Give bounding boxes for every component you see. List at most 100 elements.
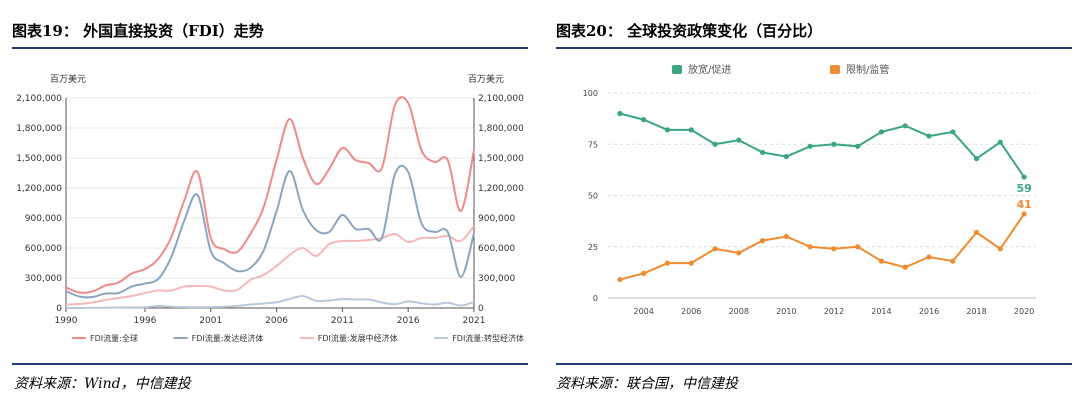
data-point [855,244,861,250]
y-tick-label-left: 1,800,000 [16,124,62,134]
x-tick-label: 2014 [871,307,891,316]
series-line-FDI流量:转型经济体 [66,294,475,309]
legend-label: FDI流量:全球 [90,333,138,343]
y-tick-label: 75 [588,140,598,149]
data-point [688,127,694,133]
policy-change-chart: 放宽/促进 限制/监管 0 25 50 75 100 2004 2006 2008 2010 2012… [583,63,1036,316]
left-panel: 图表19： 外国直接投资（FDI）走势 百万美元 百万美元 0 0 300,000 300… [12,22,528,392]
data-point [926,254,932,260]
data-point [783,233,789,240]
y-tick-label-right: 300,000 [478,274,515,284]
right-source-rule [556,363,1072,365]
y-tick-label: 0 [593,294,598,303]
left-chart-title: 图表19： 外国直接投资（FDI）走势 [12,22,264,40]
x-tick-label: 2016 [397,316,420,326]
data-label: 41 [1016,198,1031,211]
x-tick-label: 2012 [824,307,844,316]
left-y-unit-label: 百万美元 [50,73,86,85]
data-point [641,270,647,276]
data-point [712,141,718,147]
y-tick-label-left: 1,200,000 [16,184,62,194]
x-tick-label: 2008 [729,307,749,316]
x-tick-label: 2011 [331,316,354,326]
data-point [736,137,742,143]
y-tick-label-right: 1,200,000 [478,184,524,194]
x-tick-label: 2010 [776,307,796,316]
data-point [759,149,766,156]
y-tick-label-left: 1,500,000 [16,154,62,164]
data-point [664,127,671,133]
left-source-rule [12,363,528,365]
y-tick-label: 100 [583,89,598,98]
x-tick-label: 1996 [134,316,157,326]
x-tick-label: 2021 [463,316,486,326]
data-point [1021,174,1027,180]
data-point [902,264,908,270]
y-tick-label-right: 1,800,000 [478,124,524,134]
legend-swatch [830,65,840,74]
x-tick-label: 2001 [199,316,222,326]
legend-label: 放宽/促进 [688,63,731,76]
data-point [617,110,623,117]
right-title-rule [556,47,1072,49]
data-point [855,143,861,149]
right-chart-title: 图表20： 全球投资政策变化（百分比） [556,22,823,40]
y-tick-label-right: 900,000 [478,214,515,224]
data-point [807,244,813,250]
y-tick-label-right: 0 [478,304,484,314]
y-tick-label-left: 0 [56,304,62,314]
data-label: 59 [1016,182,1031,195]
right-source-note: 资料来源：联合国，中信建投 [556,376,738,392]
x-tick-label: 2018 [966,307,986,316]
data-point [950,129,956,135]
data-point [617,276,623,283]
data-point [641,117,647,123]
y-tick-label-right: 2,100,000 [478,94,524,104]
right-panel: 图表20： 全球投资政策变化（百分比） 放宽/促进 限制/监管 0 25 50 75 100… [552,0,1080,409]
y-tick-label: 25 [588,243,598,252]
x-tick-label: 1990 [55,316,78,326]
data-point [878,129,885,135]
data-point [831,246,837,252]
y-tick-label-left: 2,100,000 [16,94,62,104]
data-point [783,153,789,160]
data-point [736,250,742,256]
y-tick-label-left: 300,000 [25,274,62,284]
x-tick-label: 2016 [919,307,939,316]
data-point [807,143,813,149]
data-point [1021,211,1027,217]
series-line-限制/监管 [619,213,1025,281]
x-tick-label: 2006 [681,307,701,316]
y-tick-label-left: 900,000 [25,214,62,224]
data-point [759,238,766,244]
series-line-FDI流量:发达经济体 [65,164,475,299]
y-tick-label-right: 1,500,000 [478,154,524,164]
data-point [997,246,1003,252]
data-point [902,123,908,129]
data-point [997,139,1003,145]
right-y-unit-label: 百万美元 [468,73,504,85]
data-point [831,141,837,147]
legend-label: FDI流量:发展中经济体 [318,333,398,343]
x-tick-label: 2020 [1014,307,1034,316]
y-tick-label: 50 [588,192,598,201]
legend-swatch [672,65,682,74]
x-tick-label: 2004 [633,307,653,316]
y-tick-label-right: 600,000 [478,244,515,254]
data-point [926,133,932,139]
left-title-rule [12,47,528,49]
x-tick-label: 2006 [265,316,288,326]
data-point [950,258,956,264]
data-point [973,229,980,235]
legend-label: FDI流量:转型经济体 [452,333,524,343]
y-tick-label-left: 600,000 [25,244,62,254]
data-point [664,260,671,266]
data-point [688,260,694,266]
series-line-放宽/促进 [619,112,1025,178]
fdi-trend-chart: 百万美元 百万美元 0 0 300,000 300,000 600,000 600,000 90… [16,73,524,343]
legend-label: 限制/监管 [846,63,889,76]
data-point [712,246,718,252]
legend-label: FDI流量:发达经济体 [192,333,264,343]
series-line-FDI流量:发展中经济体 [65,225,475,306]
data-point [973,156,980,162]
